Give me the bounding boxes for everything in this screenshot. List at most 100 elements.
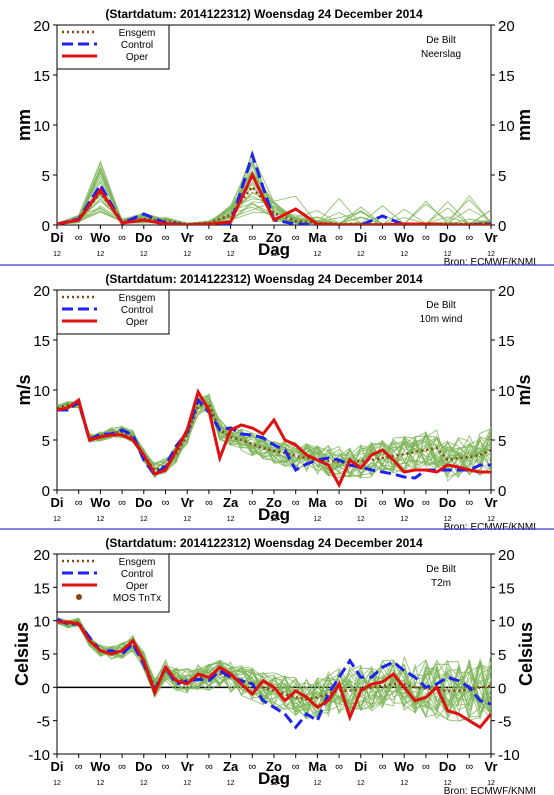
- midnight-symbol: ∞: [379, 761, 387, 773]
- legend-label: Oper: [126, 581, 149, 592]
- ensemble-member-line: [57, 618, 491, 710]
- y-tick-label-left: 15: [33, 68, 50, 85]
- day-label: Za: [223, 495, 239, 510]
- series-ensgem-line: [57, 402, 491, 472]
- midnight-symbol: ∞: [422, 761, 430, 773]
- day-label: Do: [135, 759, 152, 774]
- y-tick-label-right: 15: [498, 68, 515, 85]
- hour-label: 12: [227, 251, 235, 258]
- legend-box: [56, 289, 170, 335]
- hour-label: 12: [183, 251, 191, 258]
- y-tick-label-left: 0: [42, 218, 50, 235]
- day-label: Ma: [308, 230, 327, 245]
- hour-label: 12: [140, 780, 148, 787]
- y-tick-label-left: 20: [33, 547, 50, 564]
- day-label: Wo: [394, 759, 414, 774]
- y-tick-label-right: 10: [498, 118, 515, 135]
- hour-label: 12: [444, 251, 452, 258]
- midnight-symbol: ∞: [162, 232, 170, 244]
- day-label: Do: [135, 230, 152, 245]
- day-label: Vr: [181, 495, 194, 510]
- series-control-line: [57, 617, 491, 730]
- variable-label: T2m: [431, 578, 451, 589]
- legend-box: [56, 24, 170, 70]
- y-tick-label-right: 15: [498, 333, 515, 350]
- y-tick-label-left: 5: [42, 168, 50, 185]
- y-axis-label-right: mm: [514, 109, 534, 141]
- station-label: De Bilt: [426, 564, 456, 575]
- midnight-symbol: ∞: [335, 761, 343, 773]
- hour-label: 12: [270, 516, 278, 523]
- y-tick-label-left: 20: [33, 283, 50, 300]
- day-label: Do: [439, 495, 456, 510]
- midnight-symbol: ∞: [75, 497, 83, 509]
- legend-label: Control: [121, 569, 153, 580]
- day-label: Za: [223, 230, 239, 245]
- y-axis-label-left: mm: [14, 109, 34, 141]
- ensemble-member-line: [57, 401, 491, 476]
- y-tick-label-left: 10: [33, 383, 50, 400]
- day-label: Di: [51, 230, 64, 245]
- y-tick-label-right: 0: [498, 483, 506, 500]
- midnight-symbol: ∞: [465, 232, 473, 244]
- x-axis-label: Dag: [258, 240, 290, 259]
- midnight-symbol: ∞: [248, 497, 256, 509]
- ensemble-member-line: [57, 160, 491, 225]
- hour-label: 12: [487, 251, 495, 258]
- midnight-symbol: ∞: [118, 497, 126, 509]
- y-axis-label-right: m/s: [514, 374, 534, 405]
- midnight-symbol: ∞: [162, 497, 170, 509]
- day-label: Zo: [266, 230, 282, 245]
- midnight-symbol: ∞: [292, 761, 300, 773]
- y-axis-label-left: Celsius: [12, 622, 32, 686]
- day-label: Ma: [308, 759, 327, 774]
- day-label: Wo: [394, 495, 414, 510]
- day-label: Do: [135, 495, 152, 510]
- midnight-symbol: ∞: [162, 761, 170, 773]
- day-label: Wo: [90, 759, 110, 774]
- hour-label: 12: [97, 251, 105, 258]
- y-tick-label-right: 5: [498, 433, 506, 450]
- midnight-symbol: ∞: [118, 232, 126, 244]
- plot-lines: [57, 150, 491, 225]
- legend-label: Ensgem: [119, 293, 156, 304]
- day-label: Do: [439, 230, 456, 245]
- y-tick-label-left: 20: [33, 18, 50, 35]
- hour-label: 12: [97, 516, 105, 523]
- plot-lines: [57, 616, 491, 730]
- y-tick-label-right: 10: [498, 383, 515, 400]
- midnight-symbol: ∞: [292, 232, 300, 244]
- hour-label: 12: [183, 516, 191, 523]
- hour-label: 12: [314, 780, 322, 787]
- panel-2: (Startdatum: 2014122312) Woensdag 24 Dec…: [14, 272, 536, 533]
- day-label: Vr: [484, 230, 497, 245]
- y-tick-label-right: -5: [498, 714, 511, 731]
- day-label: Wo: [90, 230, 110, 245]
- x-axis-label: Dag: [258, 505, 290, 524]
- hour-label: 12: [53, 516, 61, 523]
- legend-label: Oper: [126, 52, 149, 63]
- y-tick-label-right: 5: [498, 168, 506, 185]
- hour-label: 12: [400, 251, 408, 258]
- legend-label: Control: [121, 40, 153, 51]
- panel-1: (Startdatum: 2014122312) Woensdag 24 Dec…: [14, 7, 536, 268]
- day-label: Di: [354, 495, 367, 510]
- y-tick-label-left: 10: [33, 614, 50, 631]
- midnight-symbol: ∞: [205, 497, 213, 509]
- hour-label: 12: [357, 516, 365, 523]
- y-tick-label-right: -10: [498, 747, 520, 764]
- y-tick-label-right: 5: [498, 647, 506, 664]
- hour-label: 12: [270, 780, 278, 787]
- y-tick-label-left: 0: [42, 680, 50, 697]
- source-label: Bron: ECMWF/KNMI: [444, 786, 536, 795]
- series-ensgem-line: [57, 619, 491, 701]
- panel-3: (Startdatum: 2014122312) Woensdag 24 Dec…: [12, 536, 536, 795]
- variable-label: 10m wind: [420, 314, 463, 325]
- midnight-symbol: ∞: [422, 232, 430, 244]
- hour-label: 12: [53, 780, 61, 787]
- hour-label: 12: [53, 251, 61, 258]
- midnight-symbol: ∞: [205, 232, 213, 244]
- y-tick-label-left: 15: [33, 333, 50, 350]
